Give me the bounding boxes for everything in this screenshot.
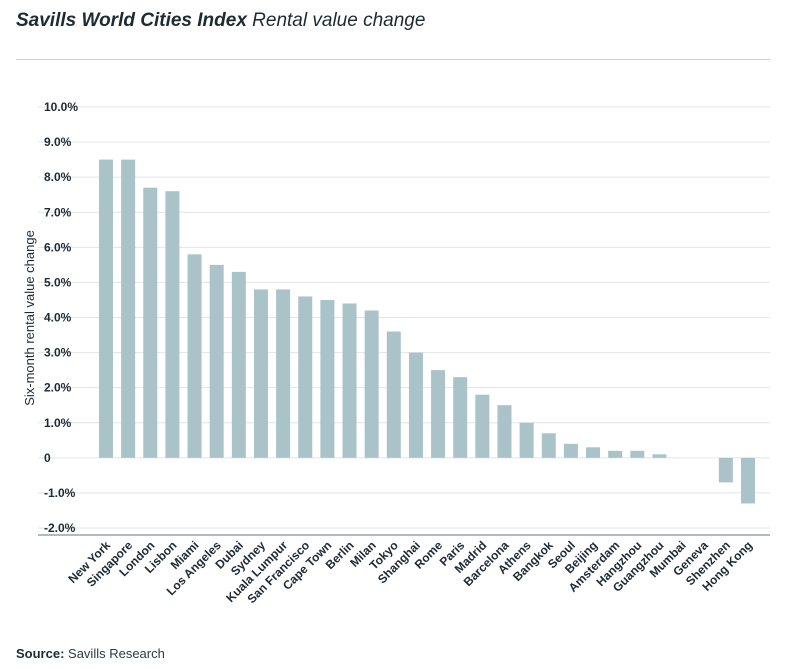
chart-title: Savills World Cities Index Rental value … <box>16 10 425 32</box>
bar <box>298 296 313 458</box>
bar <box>519 422 534 458</box>
y-tick-label: 3.0% <box>44 346 72 360</box>
bar <box>276 289 291 458</box>
bar <box>320 299 335 458</box>
bar <box>187 254 202 458</box>
bar-chart: 10.0% 9.0% 8.0% 7.0% 6.0% 5.0% 4.0% 3.0% 2.0% 1.0… <box>22 100 770 606</box>
bar <box>121 159 136 458</box>
y-tick-label: 8.0% <box>44 170 72 184</box>
bar <box>342 303 357 458</box>
bar <box>408 352 423 458</box>
bar <box>253 289 268 458</box>
bar <box>386 331 401 458</box>
bar <box>99 159 113 458</box>
bar <box>718 457 733 483</box>
y-tick-label: 9.0% <box>44 135 72 149</box>
bar <box>608 450 623 458</box>
y-tick-label: 2.0% <box>44 381 72 395</box>
bar <box>364 310 379 458</box>
bar <box>475 394 490 458</box>
y-tick-label: 10.0% <box>44 100 78 114</box>
bar <box>209 264 224 458</box>
source-note: Source: Savills Research <box>16 646 165 661</box>
source-value: Savills Research <box>68 646 165 661</box>
y-tick-label: 5.0% <box>44 275 72 289</box>
bar <box>453 377 468 458</box>
y-tick-label: 6.0% <box>44 240 72 254</box>
y-tick-label: -1.0% <box>44 486 76 500</box>
source-label: Source: <box>16 646 65 661</box>
y-tick-label: 4.0% <box>44 311 72 325</box>
bar <box>165 191 180 458</box>
bar <box>630 450 645 458</box>
title-subject: Rental value change <box>252 10 426 31</box>
bar <box>563 443 578 458</box>
y-tick-label: 1.0% <box>44 416 72 430</box>
y-axis-title: Six-month rental value change <box>22 230 37 406</box>
bar <box>143 187 158 458</box>
y-tick-label: -2.0% <box>44 521 76 535</box>
bar <box>741 457 755 504</box>
title-divider <box>16 59 770 60</box>
bar <box>541 433 556 458</box>
bar <box>431 370 446 458</box>
y-tick-label: 0 <box>44 451 51 465</box>
bar <box>652 454 667 458</box>
bar <box>586 447 601 458</box>
title-brand: Savills World Cities Index <box>16 10 247 31</box>
y-tick-label: 7.0% <box>44 205 72 219</box>
bar <box>231 271 246 458</box>
bar <box>497 405 512 458</box>
